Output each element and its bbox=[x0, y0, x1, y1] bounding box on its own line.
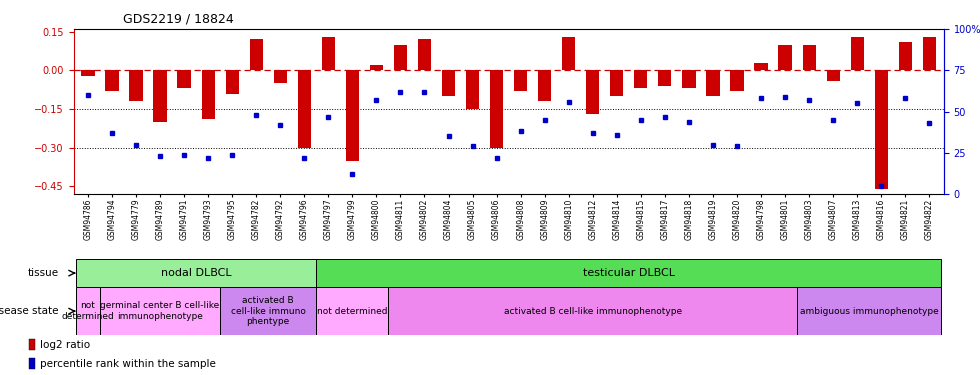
Bar bbox=[81, 70, 94, 75]
Bar bbox=[317, 259, 942, 287]
Bar bbox=[250, 39, 263, 70]
Bar bbox=[514, 70, 527, 91]
Text: not
determined: not determined bbox=[62, 302, 115, 321]
Bar bbox=[586, 70, 600, 114]
Bar bbox=[154, 70, 167, 122]
Text: testicular DLBCL: testicular DLBCL bbox=[583, 268, 675, 278]
Bar bbox=[899, 42, 911, 70]
Bar bbox=[682, 70, 696, 88]
Bar bbox=[106, 70, 119, 91]
Bar bbox=[778, 45, 792, 70]
Bar bbox=[321, 37, 335, 70]
Bar bbox=[634, 70, 648, 88]
Text: germinal center B cell-like
immunophenotype: germinal center B cell-like immunophenot… bbox=[100, 302, 220, 321]
Bar bbox=[538, 70, 552, 101]
Text: ambiguous immunophenotype: ambiguous immunophenotype bbox=[800, 307, 939, 316]
Bar bbox=[442, 70, 455, 96]
Bar bbox=[707, 70, 719, 96]
Text: nodal DLBCL: nodal DLBCL bbox=[161, 268, 231, 278]
Bar bbox=[346, 70, 359, 160]
Bar bbox=[874, 70, 888, 189]
Bar bbox=[659, 70, 671, 86]
Bar bbox=[803, 45, 815, 70]
Bar bbox=[755, 63, 767, 70]
Text: GDS2219 / 18824: GDS2219 / 18824 bbox=[122, 12, 233, 26]
Text: activated B cell-like immunophenotype: activated B cell-like immunophenotype bbox=[504, 307, 682, 316]
Bar bbox=[826, 70, 840, 81]
Bar bbox=[417, 39, 431, 70]
Bar bbox=[563, 37, 575, 70]
Bar bbox=[273, 70, 287, 83]
Bar bbox=[490, 70, 503, 148]
Bar bbox=[466, 70, 479, 109]
Bar bbox=[369, 65, 383, 70]
Text: disease state: disease state bbox=[0, 306, 59, 316]
Text: tissue: tissue bbox=[27, 268, 59, 278]
Bar bbox=[388, 287, 797, 335]
Bar bbox=[129, 70, 143, 101]
Text: percentile rank within the sample: percentile rank within the sample bbox=[39, 358, 216, 369]
Bar bbox=[202, 70, 215, 119]
Bar bbox=[730, 70, 744, 91]
Text: not determined: not determined bbox=[318, 307, 388, 316]
Bar bbox=[29, 339, 34, 350]
Bar bbox=[797, 287, 942, 335]
Bar bbox=[100, 287, 220, 335]
Text: activated B
cell-like immuno
phentype: activated B cell-like immuno phentype bbox=[230, 296, 306, 326]
Bar bbox=[220, 287, 317, 335]
Bar bbox=[851, 37, 863, 70]
Bar bbox=[29, 358, 34, 369]
Bar bbox=[225, 70, 239, 94]
Bar bbox=[394, 45, 407, 70]
Bar bbox=[75, 259, 317, 287]
Bar bbox=[75, 287, 100, 335]
Bar bbox=[317, 287, 388, 335]
Bar bbox=[923, 37, 936, 70]
Bar bbox=[611, 70, 623, 96]
Text: log2 ratio: log2 ratio bbox=[39, 340, 90, 350]
Bar bbox=[177, 70, 191, 88]
Bar bbox=[298, 70, 311, 148]
